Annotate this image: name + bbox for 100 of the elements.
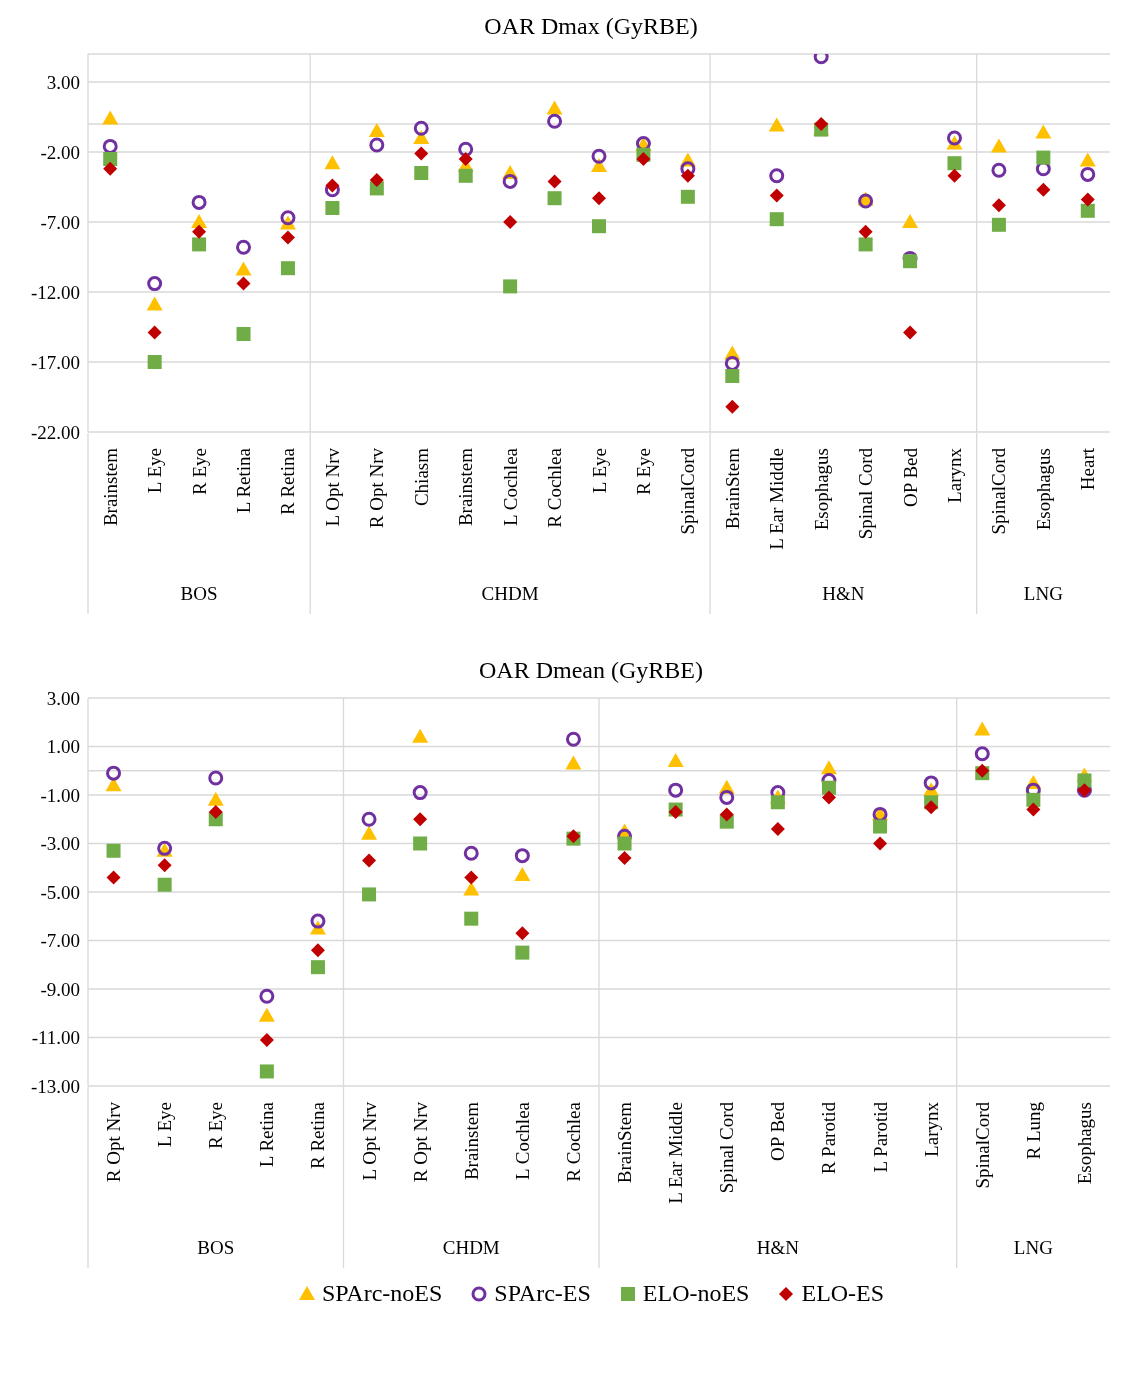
- x-tick-label: Esophagus: [1032, 448, 1054, 531]
- point: [1080, 203, 1095, 218]
- point: [858, 224, 873, 239]
- x-tick-label: R Parotid: [818, 1101, 840, 1175]
- point: [458, 141, 474, 157]
- point: [362, 887, 377, 902]
- point: [412, 728, 429, 743]
- text: LNG: [1023, 583, 1064, 604]
- point: [770, 795, 785, 810]
- point: [724, 355, 740, 371]
- x-tick-label: L Ear Middle: [665, 1102, 687, 1204]
- point: [680, 189, 695, 204]
- point: [769, 212, 784, 227]
- point: [458, 152, 473, 166]
- point: [668, 782, 684, 798]
- point: [259, 988, 275, 1004]
- point: [503, 279, 518, 294]
- point: [873, 836, 888, 851]
- point: [147, 325, 162, 340]
- y-tick-label: -3.00: [40, 833, 80, 855]
- x-tick-label: BrainStem: [614, 1101, 636, 1184]
- point: [103, 161, 118, 176]
- point: [192, 224, 207, 239]
- point: [146, 296, 163, 311]
- y-tick-label: -7.00: [40, 211, 80, 233]
- point: [106, 765, 122, 781]
- point: [1035, 124, 1052, 139]
- point: [592, 191, 606, 206]
- x-tick-label: Esophagus: [810, 448, 832, 531]
- text: CHDM: [481, 583, 539, 604]
- point: [990, 138, 1007, 153]
- point: [565, 755, 582, 770]
- point: [147, 355, 162, 369]
- point: [369, 173, 384, 187]
- point: [361, 811, 377, 827]
- point: [147, 276, 163, 292]
- point: [463, 881, 480, 896]
- point: [413, 836, 428, 851]
- point: [946, 130, 962, 146]
- text: LNG: [1013, 1237, 1054, 1258]
- point: [768, 117, 785, 132]
- point: [547, 191, 562, 206]
- point: [546, 100, 563, 115]
- point: [463, 845, 479, 861]
- point: [903, 325, 918, 340]
- point: [458, 168, 473, 183]
- x-tick-label: R Cochlea: [544, 447, 566, 528]
- text: H&N: [822, 583, 865, 604]
- point: [414, 146, 429, 161]
- chart-title: OAR Dmax (GyRBE): [483, 12, 699, 41]
- point: [235, 261, 252, 276]
- legend-label: ELO-ES: [801, 1280, 885, 1307]
- point: [1026, 802, 1041, 817]
- point: [902, 214, 919, 228]
- point: [821, 790, 836, 805]
- point: [106, 870, 121, 885]
- point: [592, 219, 606, 234]
- x-tick-label: Spinal Cord: [855, 447, 877, 540]
- point: [157, 858, 172, 873]
- x-tick-label: Brainstem: [460, 1101, 482, 1181]
- point: [236, 327, 251, 341]
- point: [310, 913, 326, 929]
- x-tick-label: OP Bed: [899, 447, 921, 507]
- legend-label: SPArc-noES: [321, 1280, 443, 1307]
- x-tick-label: Brainstem: [455, 447, 477, 527]
- x-tick-label: SpinalCord: [971, 1101, 993, 1189]
- point: [873, 819, 888, 834]
- point: [667, 753, 684, 768]
- point: [361, 825, 378, 840]
- point: [280, 230, 295, 245]
- y-tick-label: -12.00: [30, 281, 80, 303]
- point: [514, 867, 531, 882]
- point: [412, 785, 428, 801]
- point: [515, 945, 530, 960]
- y-tick-label: -1.00: [40, 784, 80, 806]
- x-tick-label: R Eye: [205, 1102, 227, 1149]
- point: [1079, 152, 1096, 167]
- point: [103, 152, 118, 166]
- point: [191, 194, 207, 210]
- x-tick-label: SpinalCord: [677, 447, 699, 535]
- point: [514, 848, 530, 864]
- point: [725, 369, 740, 383]
- point: [1080, 192, 1095, 207]
- point: [208, 804, 223, 819]
- point: [236, 239, 252, 255]
- point: [207, 791, 224, 806]
- x-tick-label: R Opt Nrv: [409, 1101, 431, 1183]
- point: [503, 215, 518, 229]
- x-tick-label: OP Bed: [767, 1101, 789, 1161]
- point: [565, 731, 581, 747]
- x-tick-label: R Opt Nrv: [366, 447, 388, 529]
- point: [157, 877, 172, 892]
- y-tick-label: -5.00: [40, 881, 80, 903]
- point: [769, 188, 784, 203]
- x-tick-label: L Cochlea: [499, 447, 521, 526]
- point: [259, 1064, 274, 1079]
- x-tick-label: L Retina: [256, 1101, 278, 1168]
- point: [858, 237, 873, 252]
- chart-title: OAR Dmean (GyRBE): [478, 656, 704, 685]
- point: [280, 261, 295, 276]
